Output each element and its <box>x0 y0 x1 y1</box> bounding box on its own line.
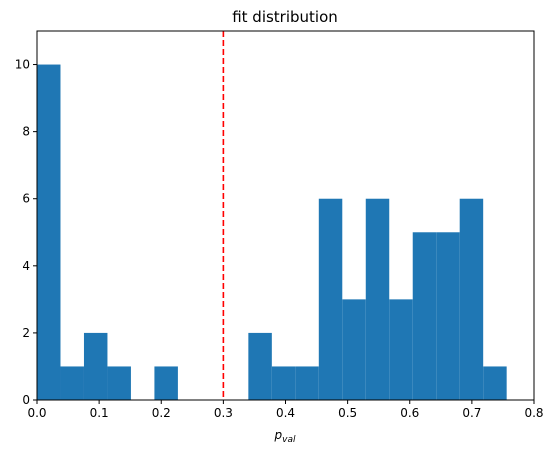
histogram-bar <box>483 366 507 400</box>
histogram-bar <box>295 366 319 400</box>
x-tick-label: 0.2 <box>152 406 171 420</box>
x-axis-label-subscript: val <box>282 435 296 445</box>
chart-title: fit distribution <box>232 8 338 26</box>
histogram-bar <box>318 198 343 400</box>
histogram-bar <box>248 332 272 400</box>
histogram-bar <box>436 232 460 400</box>
x-tick-label: 0.6 <box>400 406 419 420</box>
histogram-bar <box>342 299 366 400</box>
histogram-bar <box>389 299 413 400</box>
x-tick-label: 0.0 <box>27 406 46 420</box>
x-axis-label: pval <box>274 428 296 445</box>
histogram-bar <box>412 232 437 400</box>
histogram-bar <box>459 198 484 400</box>
x-tick-label: 0.1 <box>90 406 109 420</box>
x-tick-label: 0.8 <box>524 406 543 420</box>
x-tick-label: 0.4 <box>276 406 295 420</box>
y-tick-label: 4 <box>22 259 30 273</box>
histogram-bar <box>365 198 390 400</box>
x-axis-label-main: p <box>274 428 283 442</box>
x-tick-label: 0.3 <box>214 406 233 420</box>
histogram-bar <box>83 332 108 400</box>
x-axis: 0.0 0.1 0.2 0.3 0.4 0.5 0.6 0.7 0.8 <box>27 400 544 420</box>
histogram-bar <box>37 64 61 400</box>
y-axis: 0 2 4 6 8 10 <box>15 58 37 407</box>
y-tick-label: 2 <box>22 326 30 340</box>
histogram-bar <box>154 366 178 400</box>
x-tick-label: 0.7 <box>462 406 481 420</box>
y-tick-label: 8 <box>22 125 30 139</box>
histogram-bar <box>60 366 84 400</box>
y-tick-label: 6 <box>22 192 30 206</box>
y-tick-label: 10 <box>15 58 30 72</box>
histogram-bar <box>271 366 296 400</box>
y-tick-label: 0 <box>22 393 30 407</box>
bars-group <box>37 64 507 400</box>
x-tick-label: 0.5 <box>338 406 357 420</box>
histogram-bar <box>107 366 131 400</box>
